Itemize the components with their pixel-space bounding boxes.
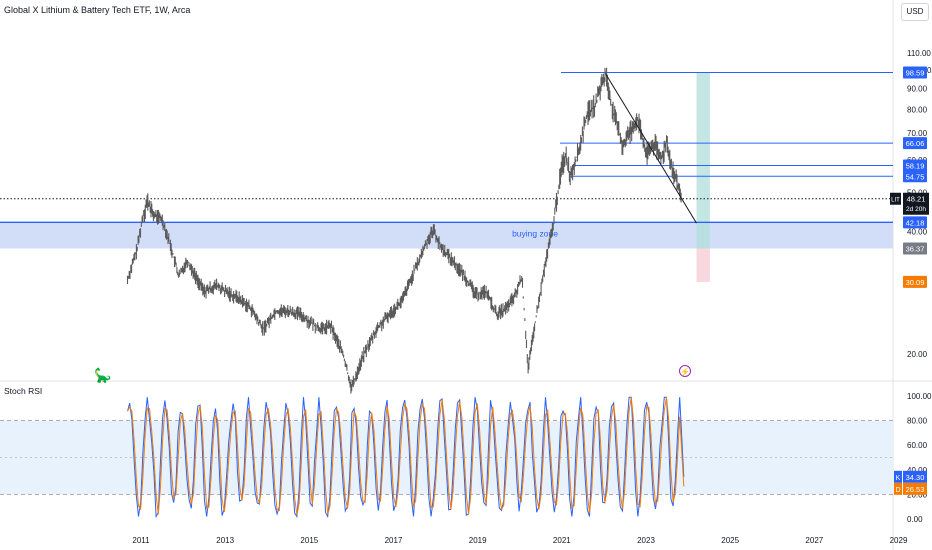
currency-button[interactable]: USD	[901, 3, 929, 21]
price-tag-extra-0: 36.37	[906, 244, 925, 253]
rsi-key-0: K	[896, 475, 901, 482]
lightning-glyph-icon: ⚡	[680, 367, 690, 377]
trendline	[605, 74, 697, 224]
buying-zone-label: buying zone	[512, 228, 558, 238]
symbol-tag: LIT	[891, 198, 900, 204]
buying-zone	[0, 222, 893, 249]
rsi-key-bg-0	[894, 470, 902, 483]
rsi-tick-label-3: 60.00	[907, 441, 928, 450]
rsi-key-1: D	[895, 487, 900, 494]
price-tick-label-9: 110.00	[907, 49, 931, 58]
level-tag-2: 58.19	[906, 162, 925, 171]
rsi-tick-label-1: 20.00	[907, 490, 928, 499]
level-tag-3: 54.75	[906, 172, 925, 181]
current-price-tag-bg	[903, 192, 929, 215]
level-tag-1: 66.06	[906, 139, 925, 148]
lightning-event-icon	[679, 365, 691, 377]
rsi-value-bg-0	[903, 470, 927, 483]
position-stop-zone	[696, 248, 710, 282]
time-tick-label-9: 2029	[890, 536, 908, 545]
level-tag-2-bg	[903, 159, 927, 172]
level-tag-1-bg	[903, 137, 927, 150]
time-tick-label-1: 2013	[216, 536, 234, 545]
rsi-value-1: 26.53	[906, 485, 925, 494]
time-tick-label-4: 2019	[469, 536, 487, 545]
chart-title: Global X Lithium & Battery Tech ETF, 1W,…	[4, 5, 191, 15]
current-price-tag: 48.21	[907, 195, 926, 204]
price-tag-extra-0-bg	[903, 242, 927, 255]
level-tag-4-bg	[903, 216, 927, 229]
time-tick-label-3: 2017	[385, 536, 403, 545]
rsi-tick-label-5: 100.00	[907, 392, 932, 401]
level-tag-0: 98.59	[906, 69, 925, 78]
level-tag-3-bg	[903, 170, 927, 183]
price-tick-label-0: 20.00	[907, 350, 928, 359]
price-tick-label-6: 80.00	[907, 105, 928, 114]
price-tag-extra-1-bg	[903, 275, 927, 288]
price-series	[126, 67, 682, 394]
rsi-key-bg-1	[894, 482, 902, 495]
rsi-tick-label-4: 80.00	[907, 417, 928, 426]
level-tag-4: 42.18	[906, 218, 925, 227]
time-tick-label-7: 2025	[721, 536, 739, 545]
price-tick-label-7: 90.00	[907, 85, 928, 94]
time-tick-label-6: 2023	[637, 536, 655, 545]
symbol-tag-bg	[890, 192, 901, 205]
position-target-zone	[696, 72, 710, 249]
price-tick-label-2: 40.00	[907, 228, 928, 237]
time-tick-label-0: 2011	[132, 536, 150, 545]
countdown-tag: 2d 20h	[906, 206, 926, 213]
rsi-k-series	[127, 396, 685, 519]
rsi-tick-label-2: 40.00	[907, 466, 928, 475]
stoch-rsi-label: Stoch RSI	[4, 386, 43, 396]
time-tick-label-8: 2027	[805, 536, 823, 545]
rsi-d-series	[127, 397, 685, 515]
time-tick-label-2: 2015	[300, 536, 318, 545]
rsi-value-bg-1	[903, 482, 927, 495]
rsi-value-0: 34.30	[906, 473, 925, 482]
price-tick-label-5: 70.00	[907, 129, 928, 138]
time-tick-label-5: 2021	[553, 536, 571, 545]
rsi-tick-label-0: 0.00	[907, 515, 923, 524]
price-tag-extra-1: 30.09	[906, 278, 925, 287]
level-tag-0-bg	[903, 66, 927, 79]
dinosaur-icon: 🦕	[94, 367, 111, 384]
